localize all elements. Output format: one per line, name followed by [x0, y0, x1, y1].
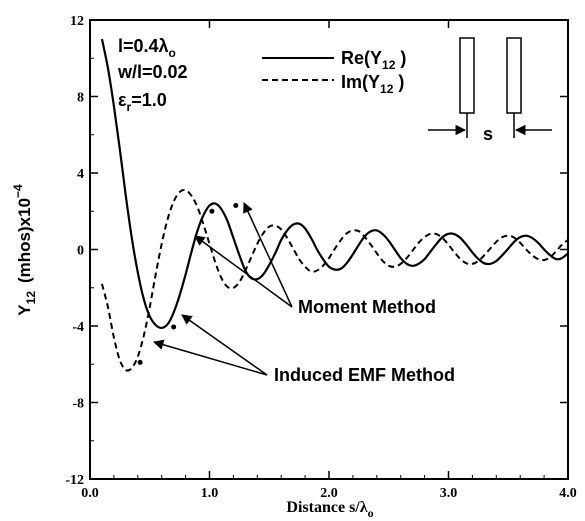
- annotation-moment-method: Moment Method: [298, 297, 436, 317]
- x-tick-label: 3.0: [440, 486, 458, 501]
- moment-point: [209, 208, 215, 214]
- emf-point: [171, 324, 177, 330]
- legend-label-im: Im(Y12 ): [341, 72, 404, 96]
- emf-arrow-2: [181, 314, 268, 376]
- highlight-points: [137, 203, 239, 365]
- emf-point: [137, 359, 143, 365]
- y-axis-ticks: 12 8 4 0 -4 -8 -12: [65, 14, 568, 488]
- x-axis-title: Distance s/λo: [286, 499, 373, 520]
- annotation-induced-emf-method: Induced EMF Method: [274, 365, 455, 385]
- param-l: l=0.4λo: [118, 36, 176, 60]
- x-tick-label: 1.0: [201, 486, 219, 501]
- dipole-inset: s: [428, 37, 552, 144]
- x-tick-label: 0.0: [81, 486, 99, 501]
- series-im-y12: [101, 188, 569, 372]
- y-tick-label: 4: [77, 167, 84, 182]
- x-tick-label: 4.0: [559, 486, 577, 501]
- emf-arrow-1: [152, 339, 268, 376]
- legend-label-re: Re(Y12 ): [341, 48, 406, 72]
- series-re-y12: [100, 38, 569, 330]
- moment-point: [233, 203, 239, 209]
- y-tick-label: -4: [72, 320, 84, 335]
- x-tick-label: 2.0: [320, 486, 338, 501]
- moment-arrow-1: [194, 235, 293, 308]
- dipole-right: [506, 37, 522, 114]
- parameter-text: l=0.4λo w/l=0.02 εr=1.0: [117, 36, 188, 114]
- y-tick-label: -8: [72, 397, 84, 412]
- param-w: w/l=0.02: [117, 62, 188, 82]
- moment-arrow-2: [243, 202, 293, 308]
- legend: Re(Y12 ) Im(Y12 ): [262, 48, 406, 96]
- y-tick-label: 12: [70, 14, 84, 29]
- param-eps: εr=1.0: [118, 90, 167, 114]
- y-tick-label: 8: [77, 91, 84, 106]
- y-axis-title: Y12(mhos)x10−4: [11, 184, 38, 316]
- annotation-arrows: [152, 202, 293, 376]
- spacing-label: s: [483, 124, 493, 144]
- plot-frame: [89, 19, 569, 480]
- x-axis-ticks: 0.0 1.0 2.0 3.0 4.0: [81, 20, 577, 501]
- dipole-left: [459, 37, 475, 114]
- y-tick-label: 0: [77, 244, 84, 259]
- y-tick-label: -12: [65, 473, 84, 488]
